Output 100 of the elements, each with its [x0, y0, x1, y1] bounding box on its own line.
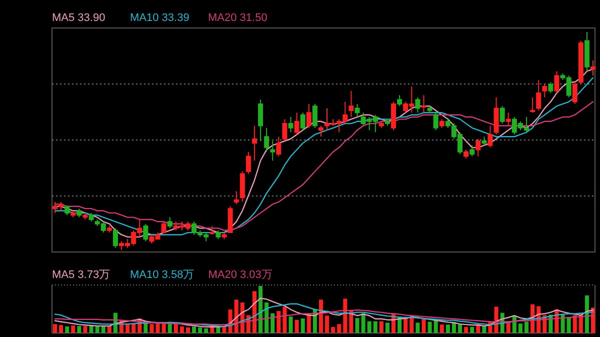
bar [300, 318, 305, 333]
candlestick [421, 94, 426, 114]
bar [83, 326, 88, 333]
text: MA20 31.50 [208, 12, 268, 24]
candlestick [112, 228, 118, 248]
candlestick [433, 112, 438, 131]
bar [180, 326, 184, 333]
candlestick [106, 226, 112, 234]
candlestick [82, 212, 88, 220]
bar [65, 326, 70, 333]
bar [422, 318, 426, 333]
bar [156, 323, 160, 333]
candlestick [530, 96, 536, 114]
candlestick [161, 221, 166, 234]
candlestick [312, 103, 318, 128]
bar [325, 316, 330, 333]
candlestick [64, 206, 70, 216]
text: MA5 33.90 [52, 12, 106, 24]
bar [524, 322, 529, 333]
bar [53, 324, 57, 333]
bar [71, 325, 76, 333]
bar [294, 320, 299, 333]
bar [440, 324, 444, 333]
bar [107, 326, 112, 333]
bar [355, 318, 360, 333]
candlestick [354, 103, 360, 118]
bar [198, 327, 202, 333]
bar [591, 308, 595, 333]
bar [410, 316, 414, 333]
candlestick [88, 212, 94, 222]
candlestick [427, 106, 432, 114]
bar [192, 326, 196, 333]
bar [59, 325, 64, 333]
bar [150, 324, 154, 333]
candlestick [210, 226, 215, 236]
candlestick [554, 70, 560, 94]
bar [560, 314, 565, 333]
candlestick [240, 171, 245, 203]
candlestick [397, 94, 402, 107]
bar [306, 314, 311, 333]
candlestick [294, 112, 300, 135]
bar [464, 326, 468, 333]
bar [270, 313, 275, 333]
candlestick [494, 96, 499, 135]
bar [174, 324, 178, 333]
bar [518, 324, 522, 333]
bar [331, 326, 336, 333]
bar [446, 324, 450, 333]
bar [416, 322, 420, 333]
candlestick [470, 144, 475, 157]
candlestick [70, 210, 76, 218]
candlestick [228, 206, 233, 234]
candlestick [76, 208, 82, 218]
bar [258, 286, 263, 333]
bar [361, 313, 366, 333]
candlestick [222, 232, 227, 240]
bar [204, 328, 208, 333]
text: MA10 3.58万 [130, 269, 194, 281]
candlestick [216, 230, 221, 240]
bar [404, 318, 408, 333]
candlestick [482, 136, 487, 146]
candlestick [500, 106, 505, 124]
bar [101, 326, 106, 333]
candlestick [167, 216, 172, 229]
bar [77, 326, 82, 333]
bar [373, 321, 378, 333]
bar [282, 306, 287, 333]
bar [95, 326, 100, 333]
bar [288, 316, 293, 333]
bar [566, 318, 571, 333]
candlestick [536, 79, 542, 111]
bar [458, 324, 462, 333]
candlestick [234, 190, 239, 205]
bar [584, 295, 589, 333]
bar [126, 324, 130, 333]
candlestick [506, 112, 511, 126]
candlestick [488, 125, 493, 148]
candlestick [572, 82, 578, 104]
bar [482, 326, 486, 333]
bar [385, 322, 390, 333]
bar [379, 321, 384, 333]
candlestick [584, 32, 590, 72]
bar [337, 324, 342, 333]
candlestick [391, 101, 396, 131]
candlestick [270, 140, 276, 162]
candlestick [258, 99, 264, 142]
candlestick [378, 120, 384, 128]
bar [476, 325, 480, 333]
bar [428, 322, 432, 333]
candlestick [548, 82, 554, 94]
candlestick [384, 118, 390, 126]
bar [132, 324, 136, 333]
candlestick [439, 118, 444, 128]
candlestick [348, 90, 354, 118]
candlestick [246, 151, 251, 174]
candlestick [542, 84, 548, 98]
candlestick [276, 136, 282, 157]
text: MA20 3.03万 [208, 269, 272, 281]
candlestick [143, 223, 148, 242]
text: MA10 33.39 [130, 12, 190, 24]
